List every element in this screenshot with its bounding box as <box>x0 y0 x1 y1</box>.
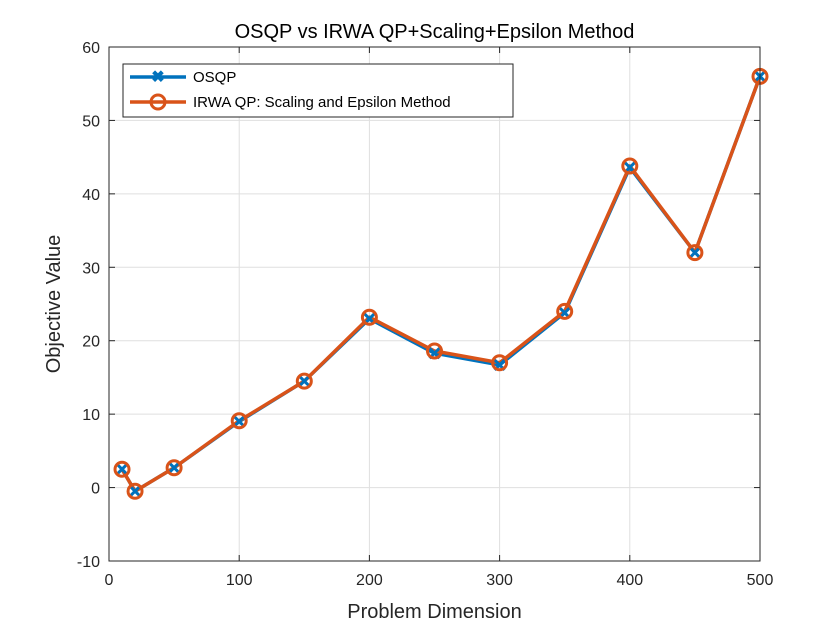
irwa-point <box>295 372 313 390</box>
irwa-point <box>126 482 144 500</box>
osqp-point <box>128 485 142 498</box>
y-tick-label: 60 <box>82 40 100 57</box>
osqp-point <box>298 375 311 388</box>
x-tick-label: 500 <box>747 572 774 589</box>
irwa-point <box>686 244 704 262</box>
legend-osqp-label: OSQP <box>193 69 236 86</box>
irwa-point <box>556 302 574 320</box>
series-layer <box>113 67 769 500</box>
y-tick-label: 50 <box>82 113 100 130</box>
plot-frame <box>108 46 761 562</box>
irwa-point <box>360 308 378 326</box>
x-tick-label: 200 <box>356 572 383 589</box>
irwa-point <box>426 342 443 360</box>
x-tick-label: 400 <box>616 572 643 589</box>
osqp-point-stroke <box>298 375 311 388</box>
legend-osqp-marker-icon: ✖ <box>151 69 164 86</box>
osqp-point-stroke <box>115 463 129 476</box>
y-tick-label: 30 <box>82 260 100 277</box>
irwa-point <box>621 157 639 175</box>
irwa-point <box>491 354 509 372</box>
y-tick-label: 20 <box>82 334 100 351</box>
x-tick-label: 0 <box>105 572 114 589</box>
irwa-point <box>113 460 131 478</box>
osqp-point <box>233 415 246 428</box>
x-tick-label: 300 <box>486 572 513 589</box>
irwa-point <box>230 412 248 430</box>
y-axis-title: Objective Value <box>43 235 65 374</box>
plot-background <box>109 47 760 561</box>
x-tick-label: 100 <box>226 572 253 589</box>
axis-ticks: 0 100 200 300 400 500 -10 0 10 20 30 40 50 60 <box>77 40 774 589</box>
legend-irwa-label: IRWA QP: Scaling and Epsilon Method <box>193 94 451 111</box>
y-tick-label: 40 <box>82 187 100 204</box>
y-tick-label: 10 <box>82 407 100 424</box>
osqp-point <box>168 461 181 474</box>
osqp-point-stroke <box>168 461 181 474</box>
osqp-point-stroke <box>688 246 701 259</box>
osqp-point <box>115 463 129 476</box>
legend-box <box>122 63 514 118</box>
irwa-point <box>165 459 183 477</box>
osqp-point-stroke <box>128 485 142 498</box>
chart-title: OSQP vs IRWA QP+Scaling+Epsilon Method <box>235 21 635 43</box>
legend-irwa-marker-icon <box>149 93 167 111</box>
osqp-point-stroke <box>233 415 246 428</box>
legend[interactable]: ✖ OSQP IRWA QP: Scaling and Epsilon Meth… <box>122 63 514 118</box>
y-tick-label: -10 <box>77 554 100 571</box>
osqp-point <box>688 246 701 259</box>
x-axis-title: Problem Dimension <box>347 601 522 623</box>
y-tick-label: 0 <box>91 481 100 498</box>
